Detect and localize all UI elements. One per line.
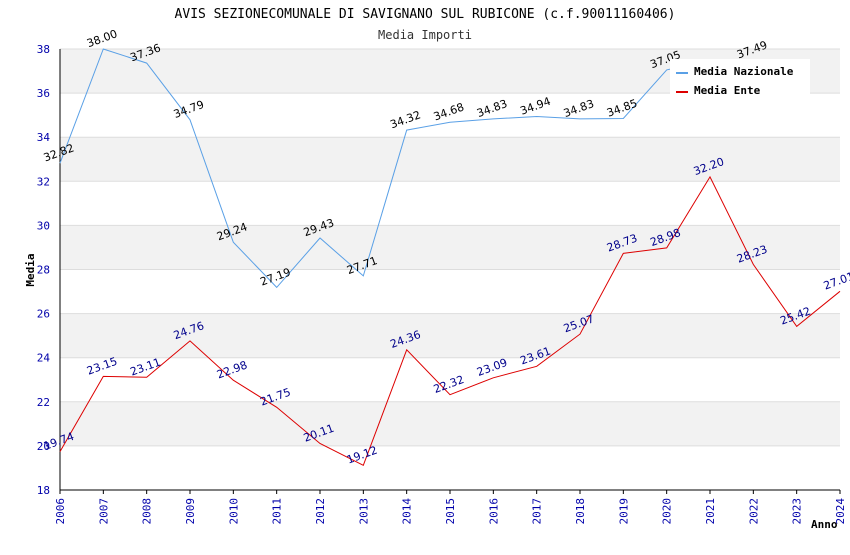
data-label: 34.68 [432,100,466,123]
x-tick-label: 2010 [227,498,240,525]
y-tick-label: 24 [37,352,51,365]
legend-box [670,59,810,97]
series-line-media-ente [59,175,841,466]
gridlines [60,48,840,491]
y-tick-label: 36 [37,87,50,100]
data-label: 22.32 [432,373,466,396]
plot-background-bands [60,49,840,446]
plot-band [60,225,840,270]
plot-band [60,401,840,446]
x-tick-labels: 2006 2007 2008 2009 2010 2011 2012 2013 2014 2015… [54,490,847,525]
legend-label-media-ente: Media Ente [694,84,761,97]
x-tick-label: 2024 [834,498,847,525]
x-tick-label: 2020 [661,498,674,525]
data-label: 19.12 [345,444,379,467]
y-tick-label: 32 [37,175,50,188]
x-tick-label: 2015 [444,498,457,525]
data-label: 34.83 [475,97,509,120]
y-tick-label: 34 [37,131,51,144]
data-label: 19.74 [42,430,76,453]
y-tick-label: 38 [37,43,50,56]
y-tick-label: 22 [37,396,50,409]
data-label: 34.83 [562,97,596,120]
x-tick-label: 2023 [791,498,804,525]
chart-subtitle: Media Importi [378,28,472,42]
data-label: 38.00 [85,27,119,50]
x-tick-label: 2017 [531,498,544,525]
y-tick-labels: 18 20 22 24 26 28 30 32 34 36 38 [37,43,51,497]
x-tick-label: 2018 [574,498,587,525]
data-label: 23.09 [475,356,509,379]
x-tick-label: 2007 [97,498,110,525]
x-tick-label: 2014 [401,498,414,525]
x-tick-label: 2009 [184,498,197,525]
x-tick-label: 2012 [314,498,327,525]
series-lines [59,48,841,466]
y-tick-label: 28 [37,264,50,277]
y-tick-label: 20 [37,440,50,453]
series-line-media-nazionale [59,48,754,289]
data-label: 22.98 [215,358,249,381]
data-label: 34.85 [605,97,639,120]
legend: Media Nazionale Media Ente [670,59,810,97]
x-axis-label: Anno [811,518,838,531]
x-tick-label: 2022 [747,498,760,525]
y-tick-label: 18 [37,484,50,497]
x-tick-label: 2019 [617,498,630,525]
x-tick-label: 2006 [54,498,67,525]
plot-band [60,313,840,358]
y-axis-label: Media [24,253,37,286]
x-tick-label: 2016 [487,498,500,525]
legend-label-media-nazionale: Media Nazionale [694,65,794,78]
data-label: 23.11 [128,356,162,379]
x-tick-label: 2013 [357,498,370,525]
x-tick-label: 2011 [271,498,284,525]
plot-band [60,137,840,182]
chart-title: AVIS SEZIONECOMUNALE DI SAVIGNANO SUL RU… [175,7,676,22]
data-label: 27.01 [822,270,850,293]
x-tick-label: 2008 [141,498,154,525]
y-tick-label: 26 [37,308,50,321]
data-label: 34.94 [518,95,552,118]
y-tick-label: 30 [37,219,50,232]
x-tick-label: 2021 [704,498,717,525]
